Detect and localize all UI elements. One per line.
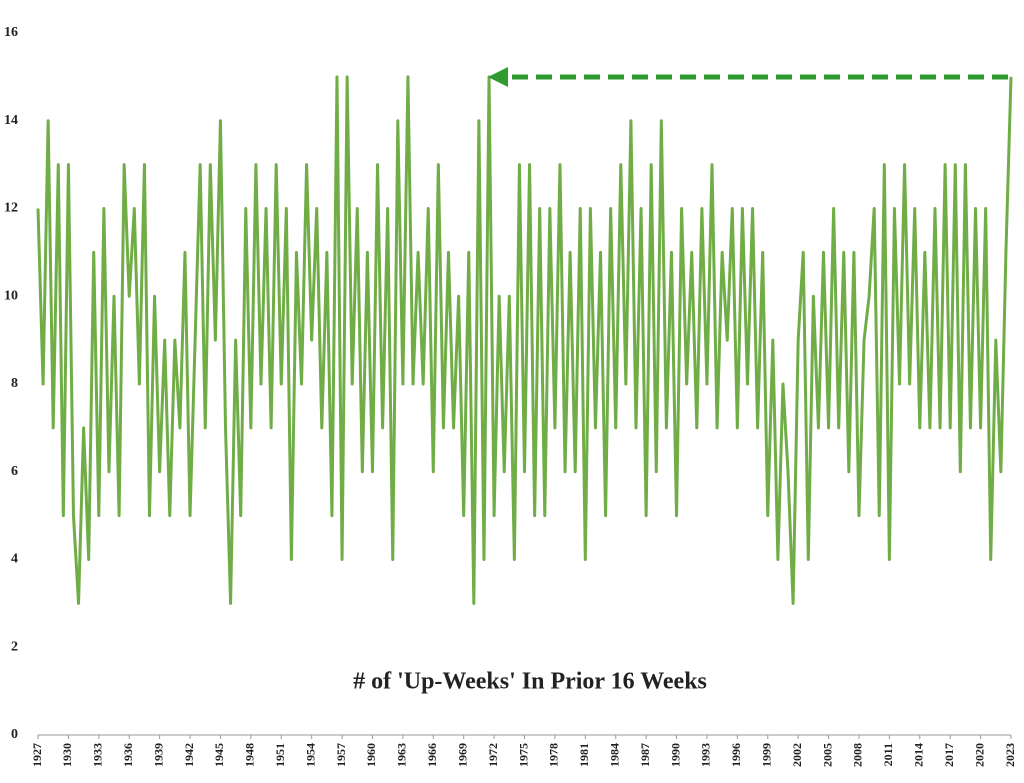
x-tick-label: 1987	[638, 743, 652, 767]
x-tick-label: 1993	[699, 743, 713, 767]
x-tick-label: 1972	[486, 743, 500, 767]
arrow-head	[488, 67, 508, 87]
y-tick-label: 14	[4, 113, 18, 128]
x-tick-label: 2017	[942, 743, 956, 767]
y-tick-label: 4	[11, 552, 18, 567]
x-tick-label: 2008	[851, 743, 865, 767]
y-tick-label: 6	[11, 464, 18, 479]
x-tick-label: 1969	[455, 743, 469, 767]
annotation-arrow	[488, 67, 1008, 87]
y-tick-label: 8	[11, 376, 18, 391]
x-tick-label: 1984	[607, 743, 621, 767]
x-tick-label: 1957	[334, 743, 348, 767]
x-tick-label: 1933	[91, 743, 105, 767]
chart-title: # of 'Up-Weeks' In Prior 16 Weeks	[353, 669, 707, 695]
x-tick-label: 1930	[60, 743, 74, 767]
x-tick-label: 1948	[243, 743, 257, 767]
x-tick-label: 2014	[912, 743, 926, 767]
x-tick-label: 1942	[182, 743, 196, 767]
x-tick-label: 2002	[790, 743, 804, 767]
x-tick-label: 1990	[668, 743, 682, 767]
x-tick-label: 1978	[547, 743, 561, 767]
x-tick-label: 1954	[303, 743, 317, 767]
x-tick-label: 2011	[881, 743, 895, 766]
x-tick-label: 1960	[364, 743, 378, 767]
x-tick-label: 1981	[577, 743, 591, 767]
x-tick-label: 2020	[972, 743, 986, 767]
y-tick-label: 12	[4, 201, 18, 216]
y-tick-label: 0	[11, 727, 18, 742]
x-tick-label: 1936	[121, 743, 135, 767]
x-tick-label: 1975	[516, 743, 530, 767]
x-tick-label: 1945	[212, 743, 226, 767]
x-tick-label: 1963	[395, 743, 409, 767]
x-tick-label: 2023	[1003, 743, 1017, 767]
x-tick-label: 1951	[273, 743, 287, 767]
data-line	[36, 75, 1013, 605]
x-tick-label: 1999	[760, 743, 774, 767]
x-tick-label: 1966	[425, 743, 439, 767]
y-tick-label: 16	[4, 25, 18, 40]
y-tick-label: 2	[11, 639, 18, 654]
x-tick-label: 1996	[729, 743, 743, 767]
x-tick-label: 1927	[30, 743, 44, 767]
y-tick-label: 10	[4, 288, 18, 303]
x-tick-label: 2005	[820, 743, 834, 767]
x-tick-label: 1939	[151, 743, 165, 767]
